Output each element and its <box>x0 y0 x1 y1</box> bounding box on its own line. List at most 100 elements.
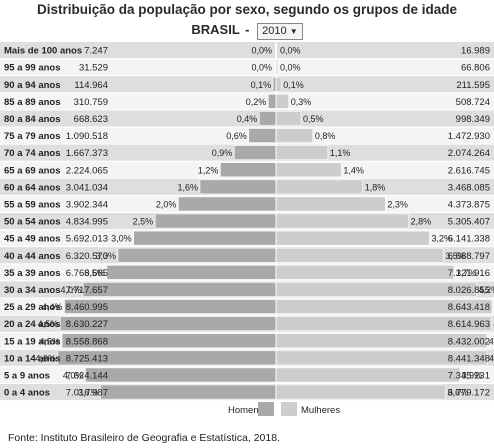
age-group-label: 15 a 19 anos <box>4 336 61 347</box>
men-count-label: 4.834.995 <box>66 217 108 228</box>
bar-men <box>100 384 277 400</box>
bar-women <box>275 265 455 280</box>
age-group-label: 50 a 54 anos <box>4 217 61 228</box>
row-band <box>0 127 494 144</box>
women-count-label: 8.432.002 <box>448 336 490 347</box>
age-group-label: 90 a 94 anos <box>4 80 61 91</box>
bar-women <box>275 230 430 246</box>
bar-men <box>234 145 277 160</box>
legend-label-mulheres: Mulheres <box>301 405 341 416</box>
women-count-label: 8.643.418 <box>448 302 490 313</box>
women-count-label: 7.345.231 <box>448 370 490 381</box>
men-count-label: 2.224.065 <box>66 165 108 176</box>
women-count-label: 7.121.916 <box>448 268 490 279</box>
men-count-label: 7.016.987 <box>66 388 108 399</box>
women-count-label: 6.688.797 <box>448 251 490 262</box>
bar-women <box>275 247 444 263</box>
bar-women <box>275 111 302 126</box>
men-percent-label: 4,0% <box>63 370 84 380</box>
bar-women <box>275 367 460 383</box>
age-group-label: 95 a 99 anos <box>4 63 61 74</box>
women-percent-label: 0,0% <box>280 46 301 56</box>
bar-men <box>133 230 277 246</box>
bar-women <box>275 145 329 160</box>
men-count-label: 6.766.665 <box>66 268 108 279</box>
women-percent-label: 1,8% <box>365 182 386 192</box>
men-percent-label: 3,3% <box>95 251 116 261</box>
bar-men <box>85 367 277 383</box>
bar-men <box>178 196 277 212</box>
men-percent-label: 3,7% <box>78 388 99 398</box>
bar-women <box>275 76 282 92</box>
year-select[interactable]: 2010 ▼ <box>257 23 303 40</box>
women-percent-label: 4,4% <box>489 353 494 363</box>
row-band <box>0 59 494 76</box>
women-percent-label: 1,4% <box>343 165 364 175</box>
women-percent-label: 4,4% <box>489 336 494 346</box>
men-count-label: 1.090.518 <box>66 131 108 142</box>
men-percent-label: 2,0% <box>156 199 177 209</box>
women-percent-label: 3,7% <box>456 268 477 278</box>
men-percent-label: 3,5% <box>84 268 105 278</box>
women-percent-label: 3,2% <box>432 234 453 244</box>
men-count-label: 1.667.373 <box>66 148 108 159</box>
women-percent-label: 2,8% <box>411 217 432 227</box>
men-count-label: 3.041.034 <box>66 182 108 193</box>
age-group-label: 80 a 84 anos <box>4 114 61 125</box>
women-percent-label: 0,5% <box>303 114 324 124</box>
men-count-label: 114.964 <box>74 80 108 91</box>
age-group-label: 30 a 34 anos <box>4 285 61 296</box>
row-band <box>0 93 494 110</box>
bar-women <box>275 196 386 212</box>
triangle-down-icon: ▼ <box>289 27 298 36</box>
age-group-label: 40 a 44 anos <box>4 251 61 262</box>
women-count-label: 5.305.407 <box>448 217 490 228</box>
men-percent-label: 0,6% <box>226 131 247 141</box>
women-percent-label: 3,9% <box>462 370 483 380</box>
country-label: BRASIL <box>191 22 240 37</box>
men-percent-label: 0,4% <box>237 114 258 124</box>
legend-swatch-homens <box>258 402 274 416</box>
men-percent-label: 3,0% <box>111 234 132 244</box>
age-group-label: 35 a 39 anos <box>4 268 61 279</box>
women-percent-label: 4,2% <box>479 285 494 295</box>
bar-men <box>199 179 277 195</box>
bar-men <box>117 247 277 263</box>
men-percent-label: 4,5% <box>38 319 59 329</box>
women-percent-label: 0,8% <box>315 131 336 141</box>
population-pyramid-chart: Mais de 100 anos 7.247 16.989 0,0% 0,0% 95 a … <box>0 42 494 401</box>
legend-swatch-mulheres <box>281 402 297 416</box>
age-group-label: 25 a 29 anos <box>4 302 61 313</box>
bar-women <box>275 282 477 297</box>
men-percent-label: 2,5% <box>133 217 154 227</box>
women-percent-label: 3,6% <box>447 388 468 398</box>
chart-title: Distribuição da população por sexo, segu… <box>36 2 458 17</box>
men-count-label: 8.725.413 <box>66 353 108 364</box>
bar-women <box>275 213 409 229</box>
age-group-label: 70 a 74 anos <box>4 148 61 159</box>
age-group-label: 10 a 14 anos <box>4 353 61 364</box>
bar-men <box>154 213 277 229</box>
men-count-label: 5.692.013 <box>66 234 108 245</box>
men-count-label: 31.529 <box>79 63 108 74</box>
age-group-label: 0 a 4 anos <box>4 388 50 399</box>
chart-legend: Homens Mulheres <box>0 402 494 420</box>
women-percent-label: 0,0% <box>280 63 301 73</box>
men-percent-label: 4,4% <box>42 302 63 312</box>
women-count-label: 211.595 <box>456 80 490 91</box>
bar-women <box>275 93 290 109</box>
men-count-label: 310.759 <box>74 97 108 108</box>
men-percent-label: 0,0% <box>251 46 272 56</box>
men-count-label: 7.717.657 <box>66 285 108 296</box>
women-count-label: 2.616.745 <box>448 165 490 176</box>
subtitle-separator: - <box>245 22 250 37</box>
bar-women <box>275 128 314 143</box>
age-group-label: 65 a 69 anos <box>4 165 61 176</box>
men-count-label: 8.630.227 <box>66 319 108 330</box>
row-band <box>0 110 494 127</box>
women-count-label: 16.989 <box>461 46 490 57</box>
age-group-label: 20 a 24 anos <box>4 319 61 330</box>
bar-men <box>258 111 277 126</box>
men-count-label: 8.558.868 <box>66 336 108 347</box>
men-percent-label: 1,2% <box>198 165 219 175</box>
